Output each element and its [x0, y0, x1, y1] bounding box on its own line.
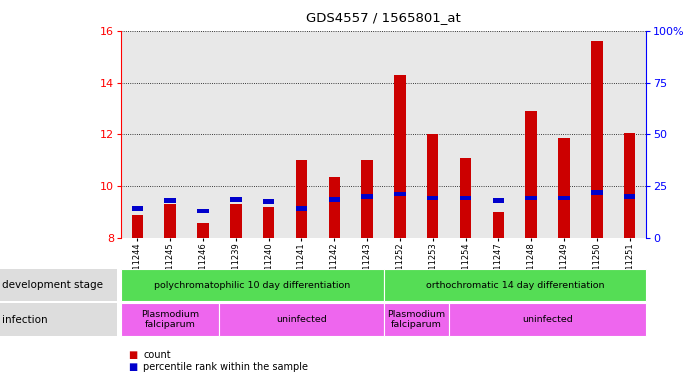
Bar — [591, 190, 603, 195]
Bar — [558, 195, 570, 200]
Bar — [394, 192, 406, 196]
Text: uninfected: uninfected — [276, 315, 327, 324]
Bar — [460, 158, 471, 238]
Text: Plasmodium
falciparum: Plasmodium falciparum — [141, 310, 199, 329]
Bar — [558, 138, 570, 238]
Text: ■: ■ — [128, 350, 137, 360]
Bar — [328, 197, 340, 202]
Bar — [394, 75, 406, 238]
Bar — [591, 41, 603, 238]
Text: development stage: development stage — [2, 280, 103, 290]
Bar — [493, 212, 504, 238]
Bar — [361, 161, 373, 238]
Text: infection: infection — [2, 314, 48, 325]
Bar — [361, 194, 373, 199]
Text: orthochromatic 14 day differentiation: orthochromatic 14 day differentiation — [426, 281, 604, 290]
Bar — [493, 198, 504, 203]
Bar — [131, 206, 143, 210]
Text: uninfected: uninfected — [522, 315, 573, 324]
Bar — [197, 223, 209, 238]
Bar — [427, 134, 439, 238]
Bar — [164, 204, 176, 238]
Bar — [624, 133, 636, 238]
Bar — [525, 195, 537, 200]
Text: Plasmodium
falciparum: Plasmodium falciparum — [387, 310, 446, 329]
Bar — [131, 215, 143, 238]
Text: percentile rank within the sample: percentile rank within the sample — [143, 362, 308, 372]
Bar — [263, 207, 274, 238]
Text: ■: ■ — [128, 362, 137, 372]
Bar — [624, 194, 636, 199]
Bar — [230, 197, 242, 202]
Bar — [296, 161, 307, 238]
Bar — [427, 195, 439, 200]
Bar — [460, 195, 471, 200]
Bar — [197, 209, 209, 213]
Bar — [230, 204, 242, 238]
Text: count: count — [143, 350, 171, 360]
Text: GDS4557 / 1565801_at: GDS4557 / 1565801_at — [306, 12, 461, 25]
Bar — [328, 177, 340, 238]
Bar — [296, 206, 307, 210]
Bar — [164, 198, 176, 203]
Bar — [525, 111, 537, 238]
Text: polychromatophilic 10 day differentiation: polychromatophilic 10 day differentiatio… — [154, 281, 350, 290]
Bar — [263, 199, 274, 204]
